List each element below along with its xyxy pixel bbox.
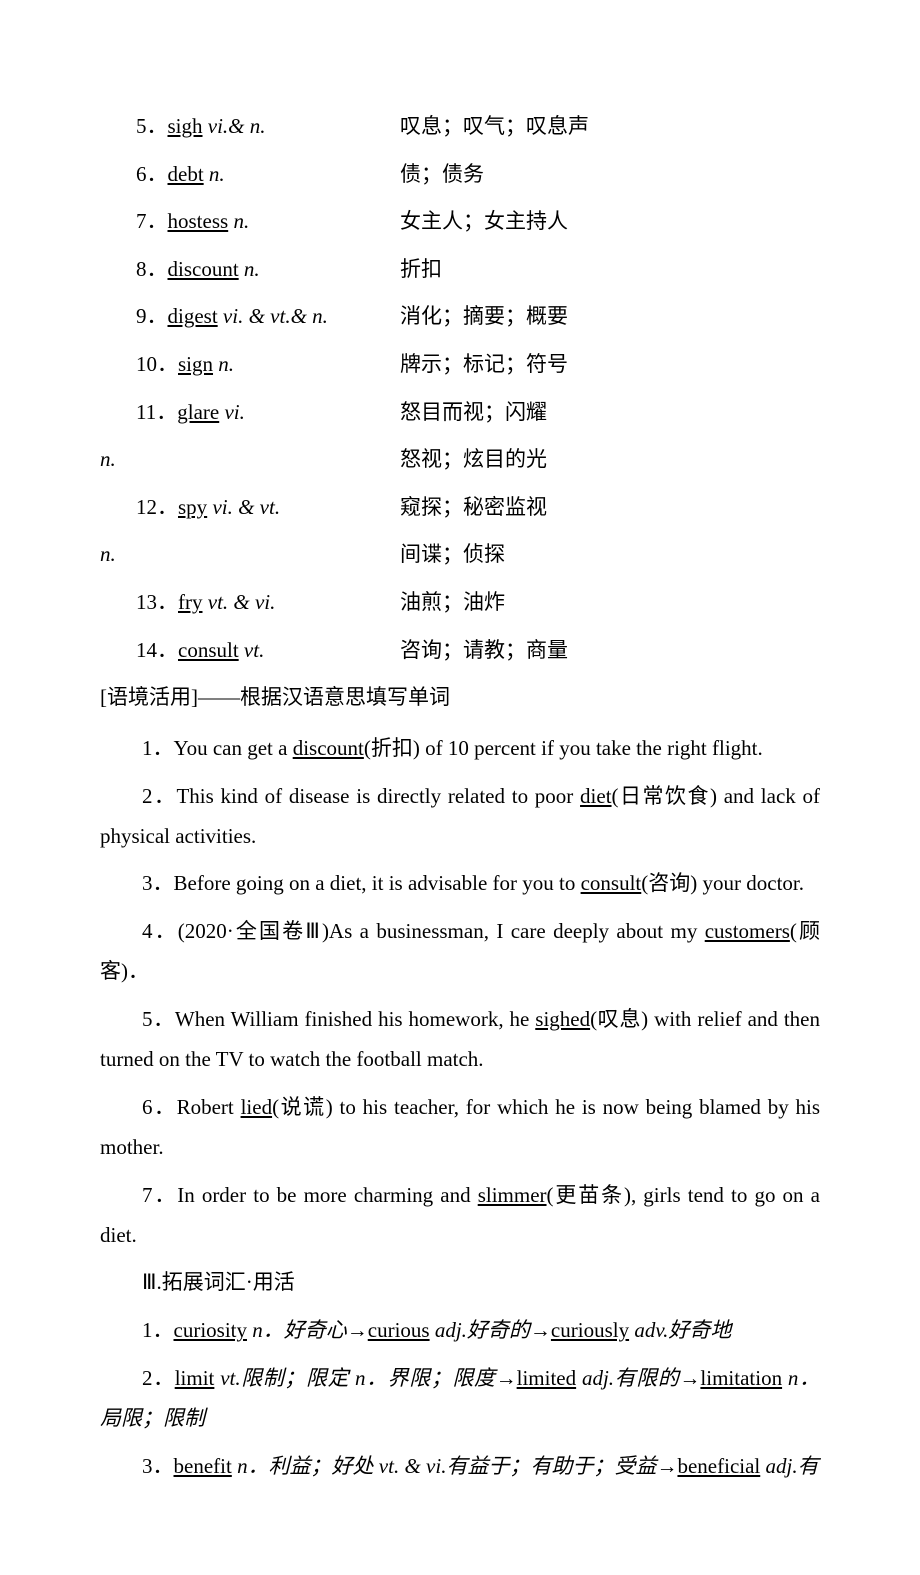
vocab-row: 6．debt n. 债；债务 xyxy=(100,158,820,192)
sentence: 6．Robert lied(说谎) to his teacher, for wh… xyxy=(100,1088,820,1168)
vocab-term: 11．glare vi. xyxy=(100,396,400,430)
vocab-row: n. 间谍；侦探 xyxy=(100,538,820,572)
vocab-term: 10．sign n. xyxy=(100,348,400,382)
vocab-def: 窥探；秘密监视 xyxy=(400,491,820,525)
vocab-term: 5．sigh vi.& n. xyxy=(100,110,400,144)
vocab-term: 7．hostess n. xyxy=(100,205,400,239)
vocab-row: 12．spy vi. & vt. 窥探；秘密监视 xyxy=(100,491,820,525)
sentence: 7．In order to be more charming and slimm… xyxy=(100,1176,820,1256)
vocab-def: 怒视；炫目的光 xyxy=(400,443,820,477)
sentence: 5．When William finished his homework, he… xyxy=(100,1000,820,1080)
vocab-term: 12．spy vi. & vt. xyxy=(100,491,400,525)
vocab-row: 9．digest vi. & vt.& n. 消化；摘要；概要 xyxy=(100,300,820,334)
vocab-row: 7．hostess n. 女主人；女主持人 xyxy=(100,205,820,239)
vocab-def: 咨询；请教；商量 xyxy=(400,634,820,668)
vocab-term: 6．debt n. xyxy=(100,158,400,192)
vocab-def: 间谍；侦探 xyxy=(400,538,820,572)
vocab-def: 消化；摘要；概要 xyxy=(400,300,820,334)
derivative: 2．limit vt.限制；限定 n．界限；限度→limited adj.有限的… xyxy=(100,1359,820,1439)
vocab-term: 13．fry vt. & vi. xyxy=(100,586,400,620)
section-3-header: Ⅲ.拓展词汇·用活 xyxy=(100,1263,820,1303)
vocab-def: 债；债务 xyxy=(400,158,820,192)
vocab-def: 女主人；女主持人 xyxy=(400,205,820,239)
sentence: 1．You can get a discount(折扣) of 10 perce… xyxy=(100,729,820,769)
vocab-def: 油煎；油炸 xyxy=(400,586,820,620)
vocab-row: n. 怒视；炫目的光 xyxy=(100,443,820,477)
vocab-row: 8．discount n. 折扣 xyxy=(100,253,820,287)
vocab-def: 折扣 xyxy=(400,253,820,287)
vocab-def: 牌示；标记；符号 xyxy=(400,348,820,382)
vocab-term: 8．discount n. xyxy=(100,253,400,287)
vocab-def: 叹息；叹气；叹息声 xyxy=(400,110,820,144)
vocab-row: 14．consult vt. 咨询；请教；商量 xyxy=(100,634,820,668)
vocab-row: 11．glare vi. 怒目而视；闪耀 xyxy=(100,396,820,430)
vocab-term: 14．consult vt. xyxy=(100,634,400,668)
context-header: [语境活用]——根据汉语意思填写单词 xyxy=(100,681,820,715)
vocab-term: 9．digest vi. & vt.& n. xyxy=(100,300,400,334)
vocab-term: n. xyxy=(100,443,400,477)
vocab-list: 5．sigh vi.& n. 叹息；叹气；叹息声 6．debt n. 债；债务 … xyxy=(100,110,820,667)
vocab-term: n. xyxy=(100,538,400,572)
sentence: 3．Before going on a diet, it is advisabl… xyxy=(100,864,820,904)
derivative: 1．curiosity n．好奇心→curious adj.好奇的→curiou… xyxy=(100,1311,820,1351)
vocab-def: 怒目而视；闪耀 xyxy=(400,396,820,430)
sentence: 4．(2020·全国卷Ⅲ)As a businessman, I care de… xyxy=(100,912,820,992)
vocab-row: 13．fry vt. & vi. 油煎；油炸 xyxy=(100,586,820,620)
derivative: 3．benefit n．利益；好处 vt. & vi.有益于；有助于；受益→be… xyxy=(100,1447,820,1487)
vocab-row: 5．sigh vi.& n. 叹息；叹气；叹息声 xyxy=(100,110,820,144)
vocab-row: 10．sign n. 牌示；标记；符号 xyxy=(100,348,820,382)
sentence: 2．This kind of disease is directly relat… xyxy=(100,777,820,857)
